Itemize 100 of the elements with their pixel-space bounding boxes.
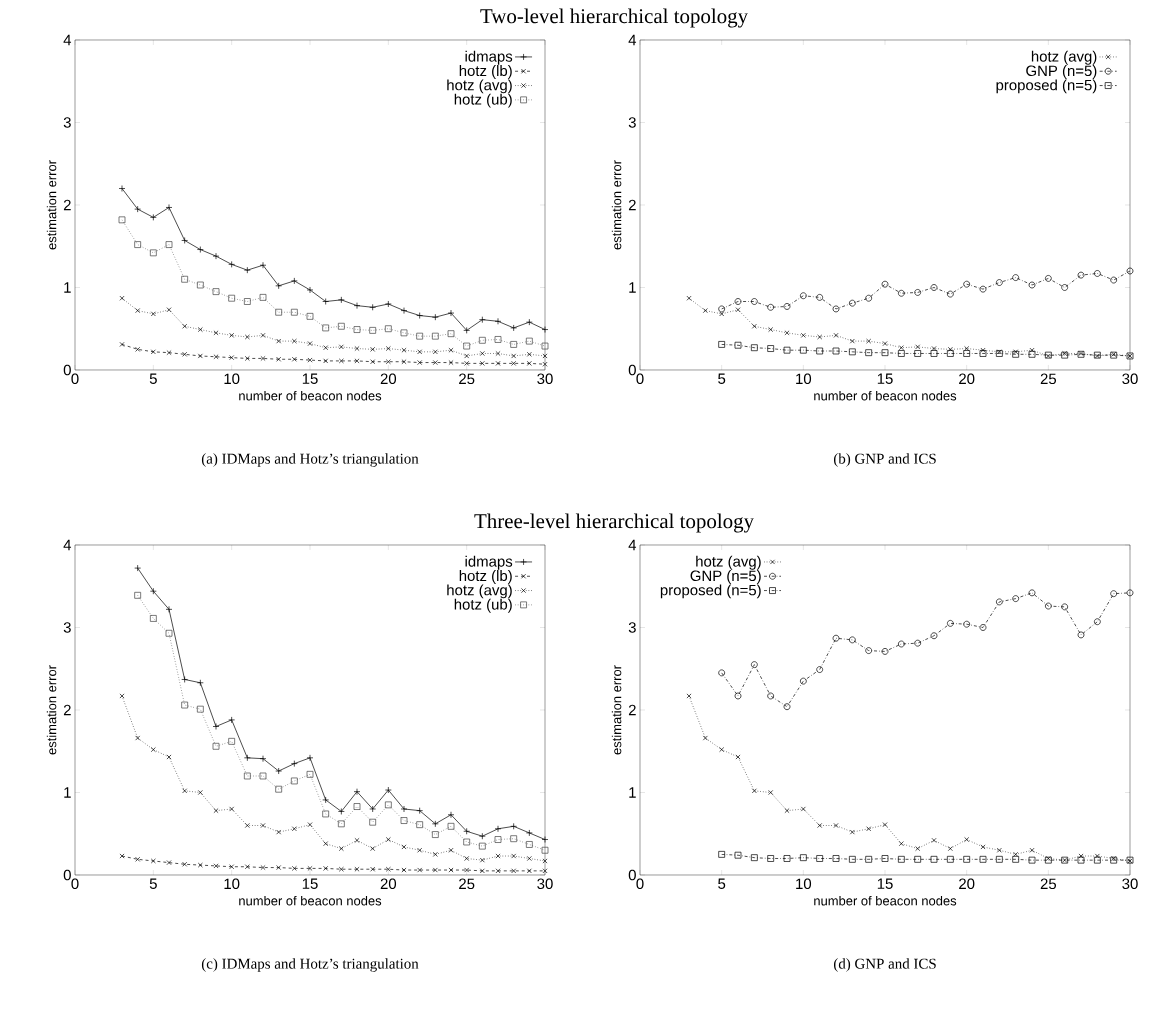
point bbox=[417, 360, 423, 366]
point bbox=[1093, 270, 1101, 277]
point bbox=[135, 346, 141, 352]
point bbox=[866, 826, 872, 832]
y-tick-label: 2 bbox=[628, 199, 636, 211]
point bbox=[816, 294, 824, 301]
point bbox=[702, 308, 708, 314]
point bbox=[783, 346, 791, 354]
point bbox=[495, 360, 501, 366]
point bbox=[478, 842, 486, 850]
point bbox=[259, 294, 267, 301]
point bbox=[1029, 847, 1035, 853]
point bbox=[385, 359, 391, 365]
y-tick-label: 3 bbox=[628, 622, 636, 633]
point bbox=[783, 303, 791, 310]
point bbox=[337, 820, 345, 828]
legend-label: hotz (lb) bbox=[459, 570, 512, 585]
point bbox=[134, 591, 142, 599]
point bbox=[229, 355, 235, 361]
y-tick-label: 1 bbox=[629, 787, 636, 798]
point bbox=[417, 847, 423, 853]
point bbox=[416, 821, 424, 829]
point bbox=[244, 823, 250, 828]
x-tick-label: 10 bbox=[224, 878, 240, 890]
point bbox=[370, 846, 376, 852]
point bbox=[149, 615, 157, 622]
point bbox=[526, 856, 532, 861]
point bbox=[291, 338, 297, 344]
point bbox=[848, 348, 856, 356]
point bbox=[832, 855, 840, 862]
point bbox=[260, 865, 266, 871]
point bbox=[718, 305, 726, 313]
y-axis-title: estimation error bbox=[46, 160, 57, 250]
point bbox=[767, 692, 775, 700]
point bbox=[767, 855, 775, 862]
point bbox=[369, 818, 377, 826]
point bbox=[799, 854, 807, 862]
text: (a) IDMaps and Hotz’s triangulation bbox=[201, 453, 419, 467]
point bbox=[930, 350, 938, 357]
point bbox=[275, 785, 283, 793]
point bbox=[865, 349, 873, 357]
point bbox=[866, 338, 872, 344]
point bbox=[915, 344, 921, 350]
point bbox=[750, 854, 758, 862]
y-axis-title: estimation error bbox=[611, 160, 622, 250]
point bbox=[1062, 351, 1068, 356]
point bbox=[432, 867, 438, 873]
text: Two-level hierarchical topology bbox=[480, 8, 749, 28]
x-tick-label: 25 bbox=[1040, 878, 1057, 890]
point bbox=[119, 295, 125, 301]
point bbox=[1013, 851, 1019, 857]
point bbox=[370, 359, 376, 365]
point bbox=[290, 777, 298, 785]
point bbox=[385, 346, 391, 352]
point bbox=[338, 344, 344, 350]
legend-label: GNP (n=5) bbox=[1026, 65, 1097, 79]
point bbox=[213, 330, 219, 336]
point bbox=[338, 866, 344, 872]
point bbox=[291, 356, 297, 362]
point bbox=[119, 341, 125, 347]
point bbox=[686, 295, 692, 301]
point bbox=[526, 868, 532, 874]
point bbox=[463, 838, 471, 846]
point bbox=[946, 855, 954, 863]
point bbox=[447, 822, 455, 830]
x-tick-label: 15 bbox=[877, 373, 893, 384]
point bbox=[1093, 618, 1101, 626]
legend-label: idmaps bbox=[465, 555, 513, 570]
point bbox=[768, 790, 774, 795]
point bbox=[849, 829, 855, 835]
point bbox=[275, 308, 283, 316]
point bbox=[307, 357, 313, 363]
point bbox=[1029, 347, 1035, 353]
point bbox=[165, 629, 173, 637]
point bbox=[979, 350, 987, 357]
point bbox=[197, 790, 203, 795]
point bbox=[291, 865, 297, 871]
point bbox=[865, 647, 873, 654]
point bbox=[718, 341, 726, 348]
legend-label: hotz (avg) bbox=[1031, 50, 1097, 65]
point bbox=[448, 847, 454, 853]
point bbox=[401, 844, 407, 850]
legend-label: hotz (avg) bbox=[447, 79, 512, 94]
point bbox=[897, 289, 905, 297]
point bbox=[750, 298, 758, 305]
point bbox=[291, 826, 297, 832]
point bbox=[447, 330, 455, 338]
point bbox=[865, 855, 873, 863]
point bbox=[1093, 856, 1101, 864]
y-tick-label: 1 bbox=[64, 787, 71, 798]
point bbox=[119, 693, 125, 699]
point bbox=[337, 322, 345, 330]
x-axis-title: number of beacon nodes bbox=[814, 895, 957, 906]
y-axis-title: estimation error bbox=[46, 665, 57, 755]
point bbox=[833, 823, 839, 828]
point bbox=[816, 347, 824, 355]
point bbox=[353, 326, 361, 333]
point bbox=[751, 323, 757, 329]
point bbox=[1077, 271, 1085, 279]
point bbox=[995, 598, 1003, 606]
